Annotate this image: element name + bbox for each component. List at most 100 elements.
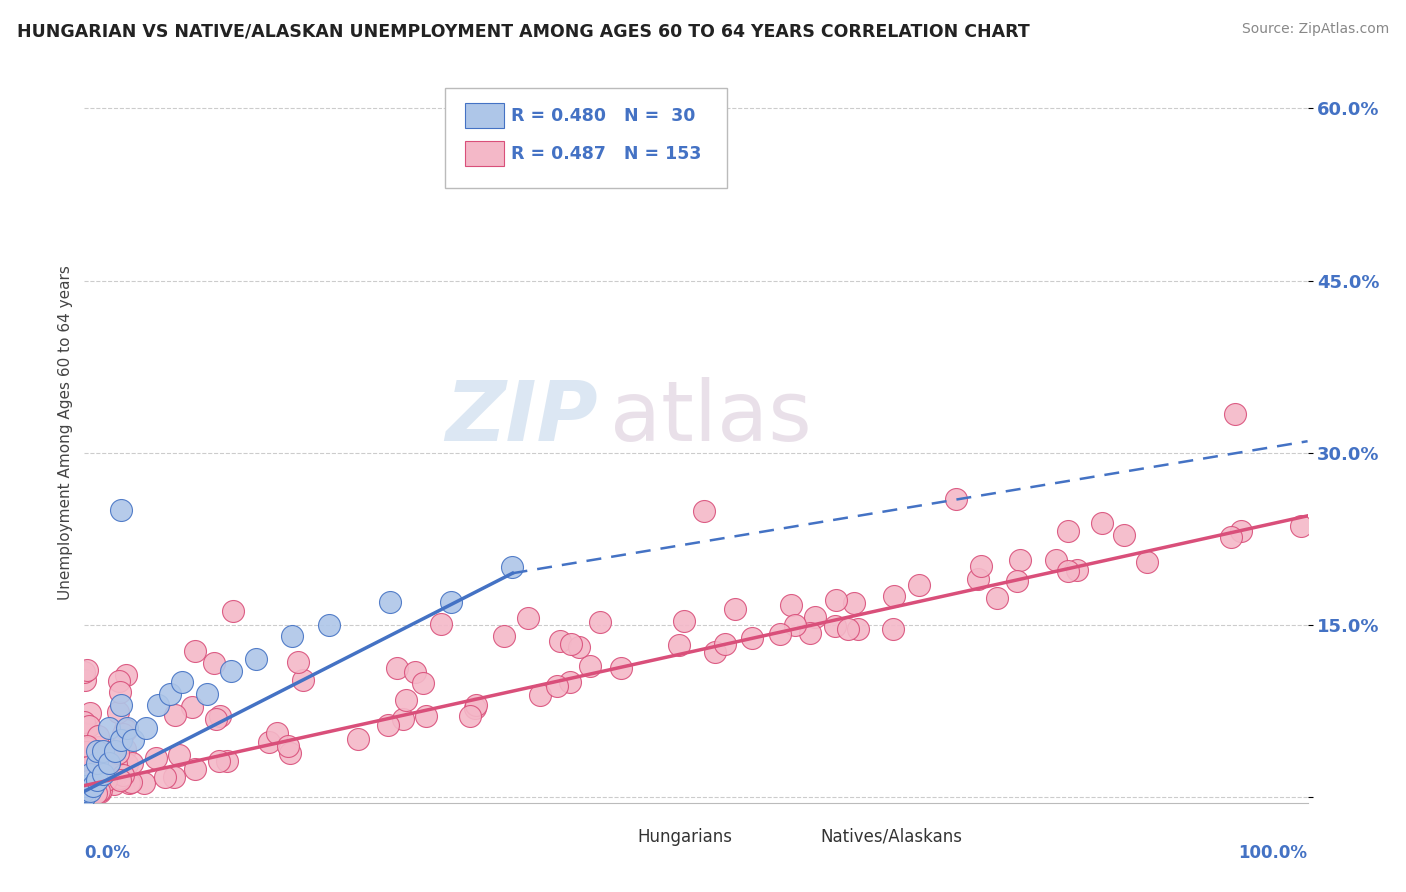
Point	[75, 753, 97, 767]
Point	[724, 602, 747, 616]
Point	[76, 772, 98, 787]
Point	[103, 777, 125, 791]
Point	[91, 767, 114, 781]
Point	[440, 595, 463, 609]
Point	[159, 687, 181, 701]
Point	[79, 784, 101, 798]
Point	[779, 599, 801, 613]
Point	[769, 626, 792, 640]
Point	[73, 784, 96, 798]
Point	[257, 735, 280, 749]
Point	[167, 748, 190, 763]
Point	[219, 664, 242, 678]
Point	[107, 746, 129, 760]
Point	[108, 772, 131, 787]
Point	[76, 783, 98, 797]
Point	[208, 754, 231, 768]
Point	[110, 685, 132, 699]
Point	[80, 780, 103, 794]
Point	[464, 698, 486, 713]
Point	[589, 615, 612, 629]
Point	[93, 755, 115, 769]
Point	[804, 610, 827, 624]
Point	[1220, 530, 1243, 544]
Point	[1045, 553, 1067, 567]
Point	[73, 752, 96, 766]
Point	[76, 774, 98, 789]
Point	[560, 674, 582, 689]
Point	[966, 572, 988, 586]
Point	[380, 595, 402, 609]
Point	[195, 687, 218, 701]
Point	[76, 739, 98, 753]
Point	[517, 611, 540, 625]
FancyBboxPatch shape	[446, 88, 727, 188]
Point	[121, 756, 143, 771]
Point	[347, 731, 370, 746]
Point	[135, 721, 157, 735]
Point	[110, 732, 132, 747]
Point	[202, 656, 225, 670]
Point	[75, 762, 97, 776]
Point	[76, 786, 98, 800]
Text: 100.0%: 100.0%	[1239, 844, 1308, 862]
FancyBboxPatch shape	[786, 827, 817, 848]
Point	[208, 709, 231, 723]
Point	[155, 770, 177, 784]
Point	[391, 712, 413, 726]
Point	[75, 720, 97, 734]
Point	[77, 746, 100, 760]
Point	[82, 779, 104, 793]
Point	[245, 652, 267, 666]
Point	[86, 772, 108, 787]
Point	[668, 638, 690, 652]
Point	[970, 559, 993, 574]
Point	[714, 636, 737, 650]
Point	[76, 663, 98, 677]
Point	[73, 790, 96, 805]
Point	[163, 770, 186, 784]
Point	[318, 618, 340, 632]
Point	[122, 732, 145, 747]
Point	[266, 726, 288, 740]
Point	[824, 619, 846, 633]
Point	[114, 722, 136, 736]
Point	[945, 491, 967, 506]
Point	[546, 679, 568, 693]
Point	[97, 756, 120, 770]
Point	[395, 693, 418, 707]
Point	[1291, 518, 1313, 533]
Point	[87, 740, 110, 755]
Point	[1066, 563, 1088, 577]
Point	[77, 757, 100, 772]
Point	[76, 764, 98, 779]
Point	[75, 745, 97, 759]
Point	[217, 754, 239, 768]
Point	[672, 614, 695, 628]
Text: atlas: atlas	[610, 377, 813, 458]
Text: Source: ZipAtlas.com: Source: ZipAtlas.com	[1241, 22, 1389, 37]
Point	[77, 761, 100, 775]
Point	[77, 719, 100, 733]
Text: R = 0.487   N = 153: R = 0.487 N = 153	[512, 145, 702, 162]
Point	[205, 712, 228, 726]
Point	[90, 782, 112, 797]
Point	[287, 655, 309, 669]
Point	[165, 708, 187, 723]
Point	[97, 721, 120, 735]
Point	[76, 781, 98, 796]
Point	[1056, 564, 1078, 578]
Point	[90, 775, 112, 789]
Text: 0.0%: 0.0%	[84, 844, 131, 862]
Point	[73, 779, 96, 793]
Point	[115, 668, 138, 682]
Point	[385, 660, 408, 674]
Point	[134, 775, 156, 789]
Point	[108, 771, 131, 785]
Point	[101, 755, 124, 769]
Point	[75, 770, 97, 784]
Point	[110, 698, 132, 713]
Point	[108, 673, 131, 688]
Point	[115, 721, 138, 735]
Point	[83, 781, 105, 796]
